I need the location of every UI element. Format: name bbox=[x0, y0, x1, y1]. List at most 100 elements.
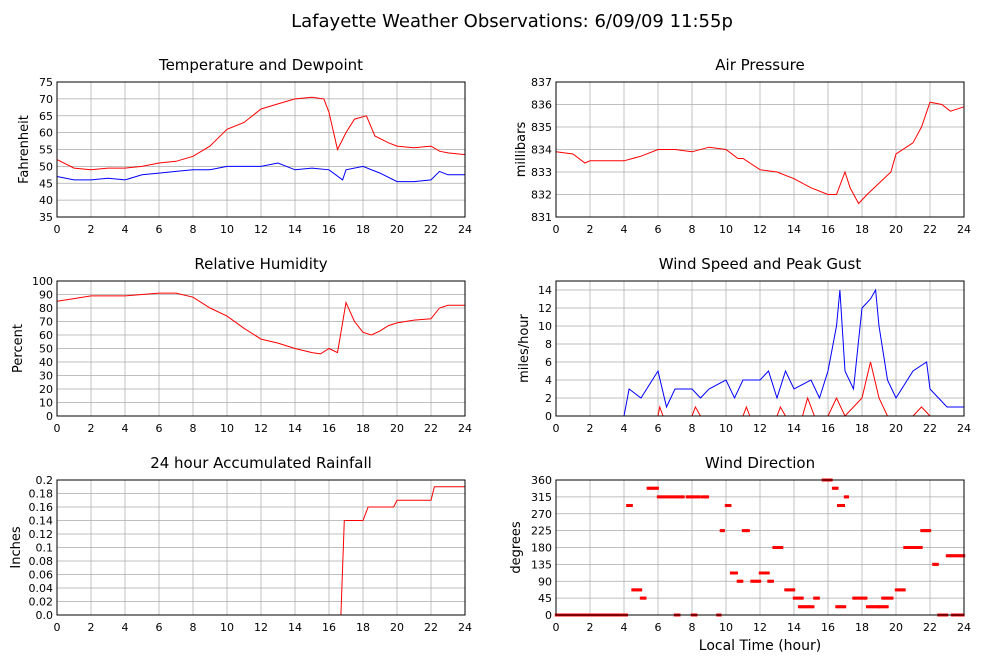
data-point bbox=[627, 504, 631, 507]
data-point bbox=[650, 486, 654, 490]
x-tick-label: 6 bbox=[655, 223, 662, 236]
x-tick-label: 10 bbox=[220, 422, 234, 435]
x-tick-label: 16 bbox=[821, 422, 835, 435]
y-tick-label: 100 bbox=[32, 275, 53, 288]
data-point bbox=[868, 605, 872, 609]
data-point bbox=[656, 486, 659, 490]
x-tick-label: 8 bbox=[689, 223, 696, 236]
series-line-0 bbox=[555, 101, 965, 205]
x-tick-label: 12 bbox=[753, 223, 767, 236]
data-point bbox=[799, 596, 803, 600]
data-point bbox=[736, 579, 740, 583]
data-point bbox=[948, 554, 952, 558]
data-point bbox=[807, 605, 811, 609]
y-tick-label: 60 bbox=[39, 329, 53, 342]
data-point bbox=[659, 495, 663, 499]
data-point bbox=[791, 588, 794, 592]
x-tick-label: 0 bbox=[54, 422, 61, 435]
data-point bbox=[924, 529, 927, 533]
x-tick-label: 12 bbox=[254, 621, 268, 634]
data-point bbox=[675, 495, 678, 499]
y-tick-label: 315 bbox=[531, 491, 552, 504]
y-tick-label: 10 bbox=[538, 320, 552, 333]
y-tick-label: 40 bbox=[39, 194, 53, 207]
data-point bbox=[682, 495, 685, 499]
data-point bbox=[692, 495, 696, 499]
data-point bbox=[903, 546, 906, 549]
data-point bbox=[803, 605, 806, 609]
data-point bbox=[874, 605, 877, 609]
x-tick-label: 12 bbox=[753, 422, 767, 435]
data-point bbox=[695, 495, 699, 499]
data-point bbox=[771, 579, 774, 583]
data-point bbox=[792, 588, 796, 592]
data-point bbox=[884, 596, 887, 600]
x-tick-label: 20 bbox=[889, 621, 903, 634]
y-tick-label: 833 bbox=[531, 166, 552, 179]
y-tick-label: 60 bbox=[39, 127, 53, 140]
data-point bbox=[789, 588, 793, 592]
data-point bbox=[757, 579, 760, 583]
data-point bbox=[903, 588, 906, 592]
data-point bbox=[641, 596, 644, 600]
y-tick-label: 10 bbox=[39, 397, 53, 410]
data-point bbox=[889, 596, 893, 600]
y-tick-label: 35 bbox=[39, 211, 53, 224]
x-tick-label: 0 bbox=[553, 621, 560, 634]
data-point bbox=[727, 504, 731, 507]
y-tick-label: 8 bbox=[545, 338, 552, 351]
data-point bbox=[959, 554, 963, 558]
y-tick-label: 65 bbox=[39, 110, 53, 123]
plot-frame bbox=[56, 81, 466, 218]
data-point bbox=[945, 554, 949, 558]
data-point bbox=[638, 588, 641, 592]
data-point bbox=[896, 588, 899, 592]
x-tick-label: 4 bbox=[621, 223, 628, 236]
data-point bbox=[685, 495, 689, 499]
data-point bbox=[731, 571, 734, 575]
y-tick-label: 70 bbox=[39, 316, 53, 329]
data-point bbox=[860, 596, 864, 600]
data-point bbox=[662, 495, 665, 499]
data-point bbox=[958, 554, 961, 558]
data-point bbox=[928, 529, 932, 533]
x-tick-label: 14 bbox=[787, 223, 801, 236]
data-point bbox=[746, 529, 749, 533]
chart-wind: Wind Speed and Peak Gustmiles/hour024681… bbox=[517, 255, 971, 435]
data-point bbox=[785, 588, 789, 592]
data-point bbox=[839, 605, 842, 609]
data-point bbox=[900, 588, 903, 592]
data-point bbox=[841, 504, 844, 507]
data-point bbox=[863, 596, 867, 600]
data-point bbox=[884, 605, 888, 609]
series-line-0 bbox=[57, 486, 465, 616]
data-point bbox=[678, 495, 681, 499]
x-tick-label: 18 bbox=[855, 621, 869, 634]
data-point bbox=[743, 529, 746, 533]
x-tick-label: 18 bbox=[356, 621, 370, 634]
data-point bbox=[794, 596, 797, 600]
y-tick-label: 4 bbox=[545, 374, 552, 387]
y-tick-label: 270 bbox=[531, 508, 552, 521]
data-point bbox=[754, 579, 757, 583]
data-point bbox=[673, 495, 677, 499]
data-point bbox=[779, 546, 782, 549]
data-point bbox=[842, 605, 845, 609]
data-point bbox=[703, 495, 707, 499]
data-point bbox=[776, 546, 780, 549]
data-point bbox=[772, 546, 775, 549]
data-point bbox=[916, 546, 919, 549]
data-point bbox=[767, 579, 770, 583]
data-point bbox=[698, 495, 701, 499]
data-point bbox=[901, 588, 905, 592]
y-tick-label: 30 bbox=[39, 370, 53, 383]
data-point bbox=[639, 588, 643, 592]
data-point bbox=[755, 579, 759, 583]
y-tick-label: 50 bbox=[39, 160, 53, 173]
data-point bbox=[845, 495, 848, 499]
data-point bbox=[735, 571, 738, 575]
x-tick-label: 8 bbox=[689, 422, 696, 435]
data-point bbox=[661, 495, 664, 499]
x-tick-label: 10 bbox=[220, 621, 234, 634]
data-point bbox=[886, 596, 890, 600]
